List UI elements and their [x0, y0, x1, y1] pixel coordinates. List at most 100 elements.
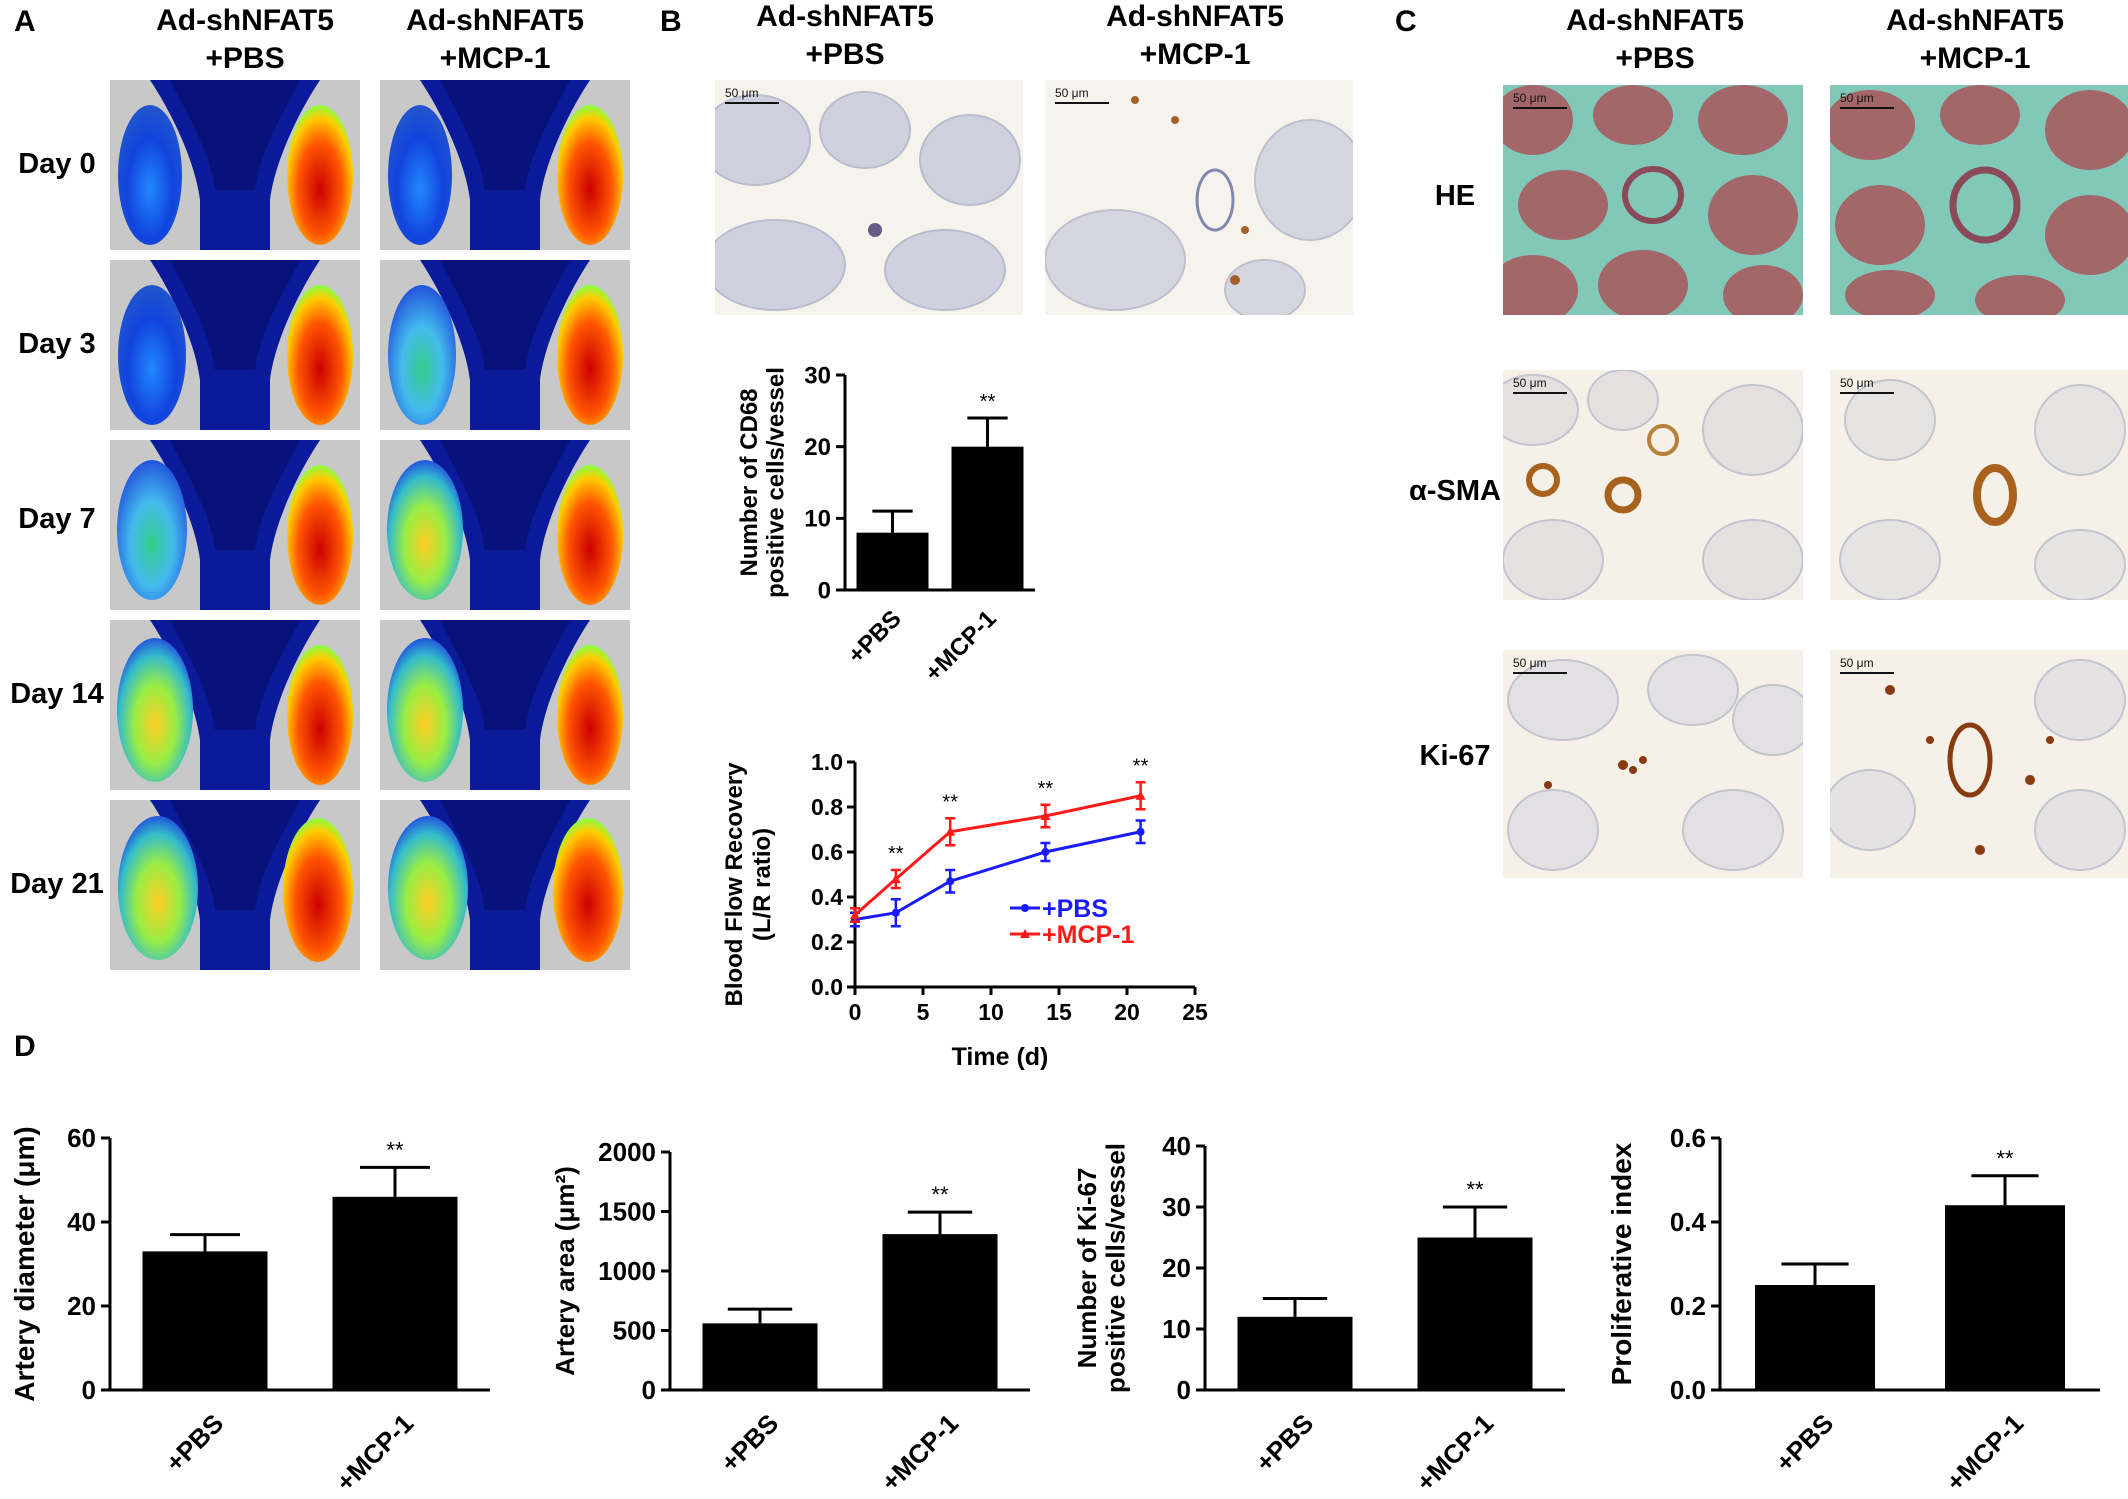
proliferative-index-bar-chart: 0.0 0.2 0.4 0.6 +PBS ** +MCP-1 Proliferative in…: [1606, 1123, 2100, 1497]
x-tick-label: +MCP-1: [875, 1408, 964, 1497]
y-tick-label: 30: [804, 362, 831, 389]
bar-pbs: [142, 1251, 268, 1390]
x-tick-label: +PBS: [1769, 1408, 1839, 1478]
y-tick-label: 20: [67, 1291, 96, 1321]
y-axis-label: Number of CD68positive cells/vessel: [736, 367, 789, 598]
bar-mcp1: [1417, 1237, 1533, 1390]
significance-marker: **: [386, 1137, 404, 1162]
significance-marker: **: [931, 1182, 949, 1207]
x-tick-label: 20: [1114, 999, 1140, 1025]
panel-c-col-header-pbs: Ad-shNFAT5 +PBS: [1566, 4, 1744, 75]
y-tick-label: 0.4: [811, 884, 843, 910]
y-tick-label: 0.6: [811, 839, 843, 865]
y-tick-label: 0.2: [811, 929, 843, 955]
y-tick-label: 500: [613, 1316, 656, 1346]
panel-b-col-header-pbs: Ad-shNFAT5 +PBS: [756, 0, 934, 71]
y-axis-label: Blood Flow Recovery(L/R ratio): [721, 762, 776, 1007]
x-tick-label: 0: [849, 999, 862, 1025]
y-tick-label: 0.6: [1670, 1123, 1706, 1153]
y-tick-label: 0: [1177, 1375, 1191, 1405]
y-tick-label: 0.2: [1670, 1291, 1706, 1321]
bar-pbs: [1237, 1316, 1353, 1390]
row-label-day-14: Day 14: [10, 678, 104, 710]
x-tick-label: +PBS: [159, 1408, 229, 1478]
data-point: [1041, 848, 1050, 856]
cd68-stain-mcp-image: 50 μm: [1045, 80, 1353, 315]
x-tick-label: +PBS: [714, 1408, 784, 1478]
row-label-asma: α-SMA: [1409, 475, 1501, 507]
laser-doppler-images: [110, 80, 630, 970]
artery-diameter-bar-chart: 0 20 40 60 +PBS ** +MCP-1 Artery diameter (μm): [9, 1123, 490, 1497]
data-point: [891, 908, 900, 917]
x-tick-label: +PBS: [1249, 1408, 1319, 1478]
data-point: [890, 874, 901, 883]
panel-label-d: D: [14, 1030, 36, 1063]
x-tick-label: 10: [978, 999, 1004, 1025]
y-tick-label: 20: [1162, 1253, 1191, 1283]
legend-marker: [1021, 904, 1029, 912]
y-tick-label: 0.0: [1670, 1375, 1706, 1405]
scalebar: 50 μm: [1055, 86, 1109, 104]
y-tick-label: 20: [804, 434, 831, 461]
y-tick-label: 30: [1162, 1192, 1191, 1222]
bar-mcp1: [882, 1234, 998, 1390]
ki67-stain-mcp-image: 50 μm: [1830, 650, 2128, 878]
row-label-ki67: Ki-67: [1419, 740, 1491, 772]
artery-area-bar-chart: 0 500 1000 1500 2000 +PBS ** +MCP-1 Artery area …: [550, 1137, 1030, 1497]
y-tick-label: 10: [1162, 1314, 1191, 1344]
legend-label: +PBS: [1042, 895, 1108, 923]
significance-marker: **: [942, 791, 958, 813]
row-label-day-3: Day 3: [18, 328, 96, 360]
significance-marker: **: [888, 843, 904, 865]
row-label-day-7: Day 7: [18, 503, 96, 535]
he-stain-pbs-image: 50 μm: [1503, 85, 1803, 315]
panel-b-col-header-mcp: Ad-shNFAT5 +MCP-1: [1106, 0, 1284, 71]
y-tick-label: 0: [82, 1375, 96, 1405]
y-tick-label: 0: [642, 1375, 656, 1405]
y-tick-label: 40: [1162, 1131, 1191, 1161]
scalebar: 50 μm: [1513, 376, 1567, 394]
y-tick-label: 1500: [598, 1197, 656, 1227]
x-axis-label: Time (d): [952, 1043, 1049, 1071]
x-tick-label: 15: [1046, 999, 1072, 1025]
scalebar: 50 μm: [725, 86, 779, 104]
bar-mcp1: [951, 446, 1024, 590]
y-tick-label: 0: [818, 577, 831, 604]
y-tick-label: 60: [67, 1123, 96, 1153]
y-tick-label: 0.4: [1670, 1207, 1707, 1237]
asma-stain-pbs-image: 50 μm: [1503, 370, 1803, 600]
panel-c-col-header-mcp: Ad-shNFAT5 +MCP-1: [1886, 4, 2064, 75]
asma-stain-mcp-image: 50 μm: [1830, 370, 2128, 600]
legend-label: +MCP-1: [1042, 921, 1134, 949]
significance-marker: **: [1466, 1177, 1484, 1202]
significance-marker: **: [1996, 1146, 2014, 1171]
ki67-stain-pbs-image: 50 μm: [1503, 650, 1803, 878]
x-tick-label: 25: [1182, 999, 1208, 1025]
significance-marker: **: [1133, 755, 1149, 777]
x-tick-label: +MCP-1: [1940, 1408, 2029, 1497]
data-point: [1136, 827, 1145, 836]
scalebar: 50 μm: [1840, 376, 1894, 394]
panel-label-b: B: [660, 5, 682, 38]
scalebar: 50 μm: [1840, 91, 1894, 109]
legend-marker: [1020, 929, 1030, 938]
y-tick-label: 2000: [598, 1137, 656, 1167]
x-tick-label: +MCP-1: [1410, 1408, 1499, 1497]
y-tick-label: 10: [804, 506, 831, 533]
y-tick-label: 1000: [598, 1256, 656, 1286]
x-tick-label: +PBS: [843, 605, 907, 669]
bar-mcp1: [332, 1196, 458, 1390]
y-tick-label: 40: [67, 1207, 96, 1237]
y-axis-label: Number of Ki-67positive cells/vessel: [1072, 1143, 1131, 1393]
y-axis-label: Artery area (μm²): [550, 1166, 580, 1376]
panel-label-a: A: [14, 5, 36, 38]
panel-a-col-header-mcp: Ad-shNFAT5 +MCP-1: [406, 4, 584, 75]
cd68-bar-chart: 0 10 20 30 +PBS ** +MCP-1 Number of CD68positiv…: [736, 362, 1035, 685]
significance-marker: **: [1038, 778, 1054, 800]
y-tick-label: 1.0: [811, 749, 843, 775]
panel-label-c: C: [1395, 5, 1417, 38]
y-tick-label: 0.8: [811, 794, 843, 820]
data-point: [1135, 790, 1146, 800]
scalebar: 50 μm: [1513, 656, 1567, 674]
y-tick-label: 0.0: [811, 974, 843, 1000]
